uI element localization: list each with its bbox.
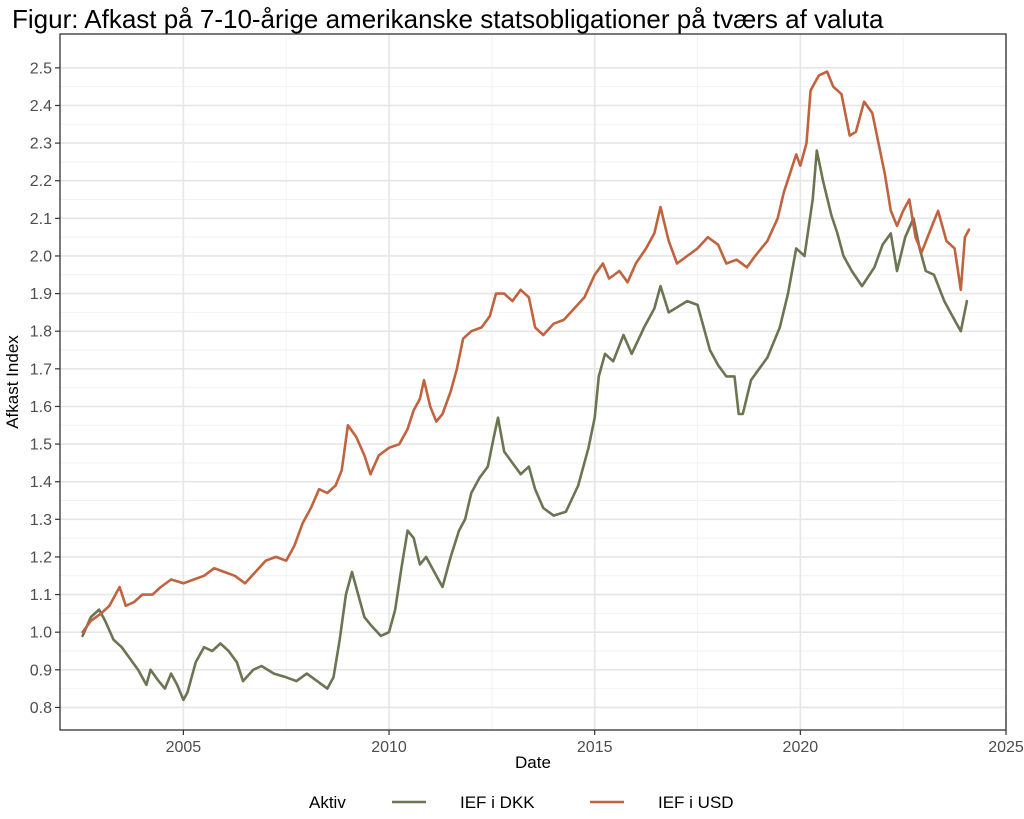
- x-tick-label: 2010: [371, 739, 407, 756]
- legend-item-ief-i-dkk: IEF i DKK: [392, 793, 535, 812]
- y-tick-label: 1.3: [30, 512, 52, 529]
- grid-minor: [60, 34, 1006, 730]
- y-tick-label: 1.8: [30, 324, 52, 341]
- grid-major: [60, 34, 1007, 730]
- y-tick-label: 1.9: [30, 286, 52, 303]
- y-tick-label: 1.2: [30, 549, 52, 566]
- legend-items: IEF i DKK IEF i USD: [392, 793, 734, 812]
- x-axis: 2005 2010 2015 2020 2025: [166, 730, 1024, 756]
- y-tick-label: 2.2: [30, 173, 52, 190]
- legend-label: IEF i USD: [658, 793, 734, 812]
- y-tick-label: 1.7: [30, 361, 52, 378]
- y-tick-label: 2.4: [30, 98, 52, 115]
- series-layer: [81, 70, 971, 702]
- legend: Aktiv IEF i DKK IEF i USD: [309, 793, 734, 812]
- y-axis-title: Afkast Index: [3, 335, 22, 429]
- x-tick-label: 2005: [166, 739, 202, 756]
- y-tick-label: 1.6: [30, 399, 52, 416]
- y-tick-label: 2.3: [30, 136, 52, 153]
- y-tick-label: 1.4: [30, 474, 52, 491]
- y-tick-label: 1.5: [30, 437, 52, 454]
- y-tick-label: 1.1: [30, 587, 52, 604]
- legend-label: IEF i DKK: [460, 793, 535, 812]
- chart-title: Figur: Afkast på 7-10-årige amerikanske …: [12, 4, 884, 34]
- series-line-ief-i-usd: [81, 70, 971, 634]
- x-tick-label: 2025: [988, 739, 1024, 756]
- legend-title: Aktiv: [309, 793, 346, 812]
- x-tick-label: 2015: [577, 739, 613, 756]
- plot-border: [59, 33, 1007, 731]
- y-tick-label: 2.1: [30, 211, 52, 228]
- y-tick-label: 2.0: [30, 248, 52, 265]
- y-tick-label: 0.8: [30, 700, 52, 717]
- y-tick-label: 1.0: [30, 625, 52, 642]
- y-tick-label: 2.5: [30, 60, 52, 77]
- y-tick-label: 0.9: [30, 662, 52, 679]
- series-line-ief-i-dkk: [81, 149, 969, 702]
- x-axis-title: Date: [515, 753, 551, 772]
- legend-item-ief-i-usd: IEF i USD: [590, 793, 734, 812]
- y-axis: 0.8 0.9 1.0 1.1 1.2 1.3 1.4 1.5 1.6 1.7 1.8 1.9 2.0 2…: [30, 60, 60, 717]
- x-tick-label: 2020: [783, 739, 819, 756]
